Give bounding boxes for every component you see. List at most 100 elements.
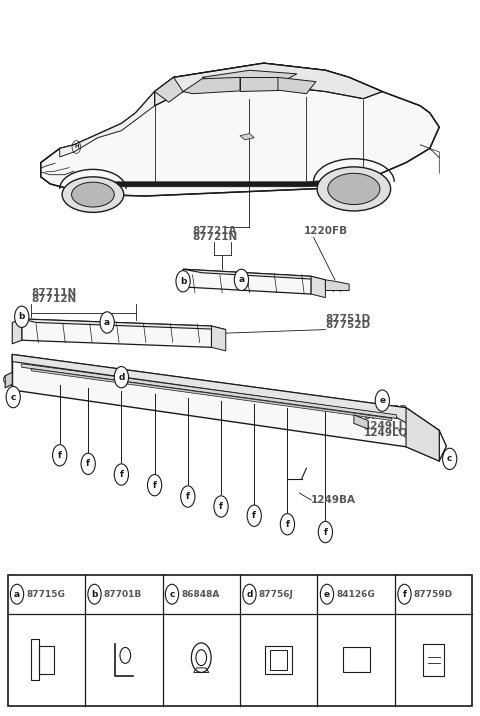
Text: 87752D: 87752D [325, 320, 371, 330]
Bar [270, 649, 287, 670]
Text: 87701B: 87701B [104, 590, 142, 599]
Circle shape [100, 312, 114, 333]
Polygon shape [12, 319, 22, 344]
Text: d: d [246, 590, 252, 599]
Circle shape [176, 271, 190, 292]
Circle shape [88, 584, 101, 604]
Text: 87712N: 87712N [31, 294, 76, 304]
Circle shape [214, 495, 228, 517]
Text: 84126G: 84126G [336, 590, 375, 599]
Polygon shape [22, 319, 226, 329]
Text: 87756G: 87756G [363, 411, 408, 421]
Polygon shape [155, 77, 183, 102]
Polygon shape [22, 364, 396, 418]
Text: c: c [447, 455, 452, 463]
Circle shape [6, 387, 20, 407]
Circle shape [247, 505, 261, 526]
Circle shape [53, 445, 67, 466]
Polygon shape [31, 369, 392, 420]
Polygon shape [325, 280, 349, 291]
Bar [8, 575, 472, 706]
Bar [343, 647, 370, 672]
Text: f: f [324, 528, 327, 536]
Text: f: f [153, 480, 156, 490]
Text: f: f [58, 451, 62, 460]
Text: f: f [186, 492, 190, 501]
Text: b: b [91, 590, 98, 599]
Circle shape [180, 486, 195, 507]
Text: 87751D: 87751D [325, 314, 371, 324]
Text: f: f [286, 520, 289, 528]
Polygon shape [212, 326, 226, 351]
Text: d: d [118, 373, 125, 382]
Text: c: c [169, 590, 175, 599]
Bar [39, 647, 54, 674]
Circle shape [114, 367, 129, 388]
Ellipse shape [62, 177, 124, 213]
Text: H: H [74, 145, 79, 150]
Circle shape [14, 306, 29, 327]
Text: c: c [11, 392, 16, 402]
Text: 87756J: 87756J [259, 590, 294, 599]
Text: 1249BA: 1249BA [311, 495, 356, 505]
Ellipse shape [317, 167, 391, 211]
Circle shape [318, 521, 333, 543]
Polygon shape [12, 354, 439, 436]
Circle shape [165, 584, 179, 604]
Circle shape [398, 584, 411, 604]
Text: b: b [19, 312, 25, 321]
Polygon shape [107, 177, 373, 187]
Text: 87721N: 87721N [192, 232, 238, 242]
Text: f: f [252, 511, 256, 521]
Text: a: a [239, 276, 244, 284]
Text: f: f [120, 470, 123, 479]
Ellipse shape [72, 182, 114, 207]
Circle shape [320, 584, 334, 604]
Polygon shape [240, 133, 254, 140]
Polygon shape [155, 63, 383, 106]
Bar [31, 639, 39, 680]
Text: a: a [14, 590, 20, 599]
Text: 1249LQ: 1249LQ [363, 427, 408, 437]
Text: f: f [219, 502, 223, 511]
Text: 1249LJ: 1249LJ [363, 421, 403, 431]
Polygon shape [5, 372, 12, 388]
Circle shape [114, 464, 129, 485]
Polygon shape [240, 77, 278, 91]
Circle shape [280, 513, 295, 535]
Text: f: f [402, 590, 407, 599]
Polygon shape [60, 92, 155, 157]
Text: 87711N: 87711N [31, 288, 76, 298]
Text: e: e [324, 590, 330, 599]
Bar [423, 644, 444, 676]
Ellipse shape [328, 173, 380, 205]
Text: 87759D: 87759D [414, 590, 453, 599]
Polygon shape [311, 276, 325, 298]
Bar [265, 647, 292, 674]
Polygon shape [22, 319, 212, 347]
Text: e: e [379, 396, 385, 405]
Circle shape [443, 448, 457, 470]
Polygon shape [183, 269, 311, 294]
Circle shape [11, 584, 24, 604]
Text: 87721A: 87721A [192, 226, 237, 236]
Polygon shape [406, 407, 439, 461]
Polygon shape [278, 77, 316, 94]
Polygon shape [354, 415, 368, 429]
Text: f: f [86, 460, 90, 468]
Text: 86848A: 86848A [181, 590, 220, 599]
Text: b: b [180, 277, 186, 286]
Polygon shape [202, 70, 297, 87]
Circle shape [375, 390, 389, 411]
Circle shape [234, 269, 249, 291]
Text: 87755B: 87755B [363, 405, 408, 415]
Polygon shape [183, 77, 240, 94]
Polygon shape [12, 354, 439, 461]
Circle shape [243, 584, 256, 604]
Text: 1220FB: 1220FB [304, 226, 348, 236]
Text: a: a [104, 318, 110, 327]
Polygon shape [183, 269, 325, 280]
Circle shape [81, 453, 96, 475]
Circle shape [147, 475, 162, 495]
Text: 87715G: 87715G [26, 590, 65, 599]
